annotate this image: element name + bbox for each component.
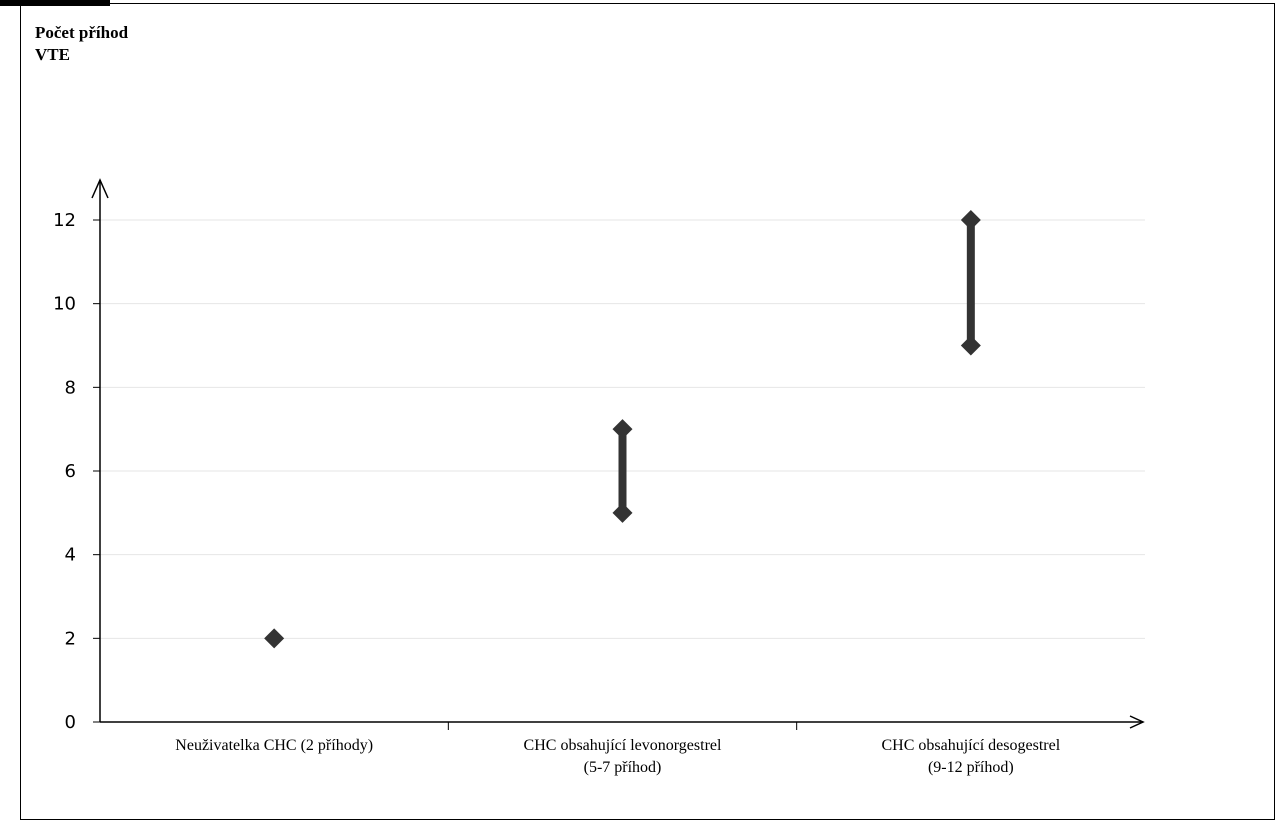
high-marker bbox=[960, 210, 981, 230]
x-axis-arrow bbox=[1129, 715, 1145, 729]
high-marker bbox=[612, 419, 633, 440]
y-axis-label-line1: Počet příhod bbox=[35, 23, 129, 42]
point-marker bbox=[264, 628, 285, 649]
y-tick-label: 10 bbox=[53, 294, 76, 315]
y-tick-label: 12 bbox=[53, 210, 76, 231]
y-axis-label: Počet příhod VTE bbox=[35, 22, 128, 66]
low-marker bbox=[612, 502, 633, 523]
axes bbox=[91, 178, 1145, 730]
y-tick-label: 8 bbox=[65, 377, 76, 398]
data-marks bbox=[264, 210, 981, 649]
y-tick-label: 4 bbox=[65, 545, 76, 566]
y-axis-label-line2: VTE bbox=[35, 45, 70, 64]
y-tick-label: 2 bbox=[65, 628, 76, 649]
category-label: CHC obsahující desogestrel bbox=[882, 737, 1061, 754]
category-label: CHC obsahující levonorgestrel bbox=[524, 737, 722, 754]
low-marker bbox=[960, 335, 981, 356]
category-label: (9-12 příhod) bbox=[928, 759, 1014, 776]
category-label: (5-7 příhod) bbox=[584, 759, 662, 776]
y-tick-label: 6 bbox=[65, 461, 76, 482]
y-axis-arrow bbox=[91, 178, 109, 199]
header-strip bbox=[0, 0, 110, 6]
y-tick-label: 0 bbox=[65, 712, 76, 733]
category-label: Neuživatelka CHC (2 příhody) bbox=[175, 737, 373, 754]
category-labels: Neuživatelka CHC (2 příhody) CHC obsahují… bbox=[175, 737, 1060, 776]
y-tick-labels: 0 2 4 6 8 10 12 bbox=[53, 210, 76, 733]
figure-frame bbox=[20, 3, 1275, 820]
